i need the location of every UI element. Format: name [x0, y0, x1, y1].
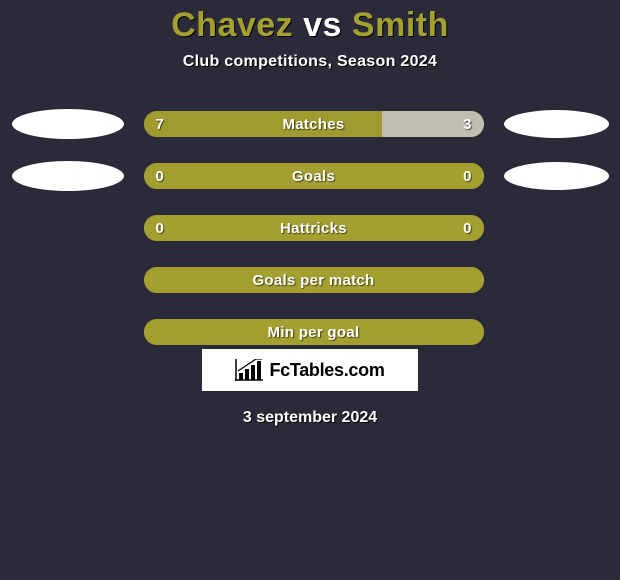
stat-row: Min per goal — [0, 317, 620, 347]
stat-bar: 00Hattricks — [144, 215, 484, 241]
stat-row: 00Goals — [0, 161, 620, 191]
stat-bar: 00Goals — [144, 163, 484, 189]
chart-icon — [235, 359, 263, 381]
vs-text: vs — [303, 6, 342, 44]
logo-box: FcTables.com — [202, 349, 418, 391]
player1-badge — [12, 161, 124, 191]
stat-bar: Goals per match — [144, 267, 484, 293]
stat-bar: 73Matches — [144, 111, 484, 137]
stat-bar: Min per goal — [144, 319, 484, 345]
stat-label: Goals per match — [144, 267, 484, 293]
player1-name: Chavez — [171, 6, 293, 44]
stat-label: Hattricks — [144, 215, 484, 241]
stat-label: Min per goal — [144, 319, 484, 345]
stats-container: 73Matches 00Goals 00Hattricks Goals per mat… — [0, 109, 620, 347]
subtitle: Club competitions, Season 2024 — [183, 53, 437, 71]
player2-badge — [504, 110, 609, 138]
player1-badge — [12, 109, 124, 139]
player2-name: Smith — [352, 6, 449, 44]
stat-row: 73Matches — [0, 109, 620, 139]
date-text: 3 september 2024 — [243, 409, 377, 427]
stat-row: Goals per match — [0, 265, 620, 295]
stat-row: 00Hattricks — [0, 213, 620, 243]
stat-label: Matches — [144, 111, 484, 137]
comparison-title: Chavez vs Smith — [171, 6, 449, 45]
stat-label: Goals — [144, 163, 484, 189]
player2-badge — [504, 162, 609, 190]
logo-text: FcTables.com — [269, 360, 384, 381]
